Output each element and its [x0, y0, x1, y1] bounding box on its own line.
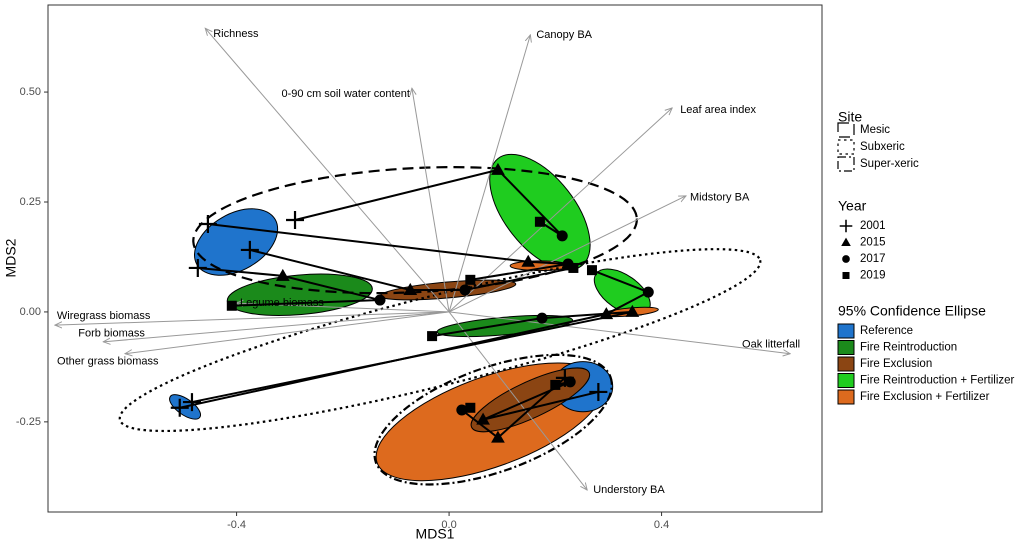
marker-circle	[459, 284, 471, 296]
marker-circle	[842, 255, 850, 263]
vector-arrow	[205, 28, 450, 313]
marker-plus	[198, 214, 217, 233]
marker-square	[550, 379, 561, 390]
legend-label: Subxeric	[860, 141, 905, 153]
vector-arrow	[448, 35, 530, 313]
y-tick-label: 0.25	[20, 196, 41, 208]
legend-label: Fire Exclusion	[860, 358, 932, 370]
legend-label: 2019	[860, 270, 886, 282]
legend-key	[837, 340, 855, 355]
vector-label: Leaf area index	[680, 104, 756, 116]
legend-key	[837, 323, 855, 339]
marker-plus	[286, 211, 305, 230]
vector-label: Wiregrass biomass	[57, 310, 151, 322]
trajectory	[207, 222, 569, 281]
marker-circle	[642, 286, 654, 298]
marker-square	[586, 265, 597, 276]
marker-plus	[240, 240, 259, 259]
marker-circle	[374, 294, 386, 306]
legend-label: Super-xeric	[860, 158, 919, 170]
legend-key	[837, 373, 855, 388]
legend-label: 2015	[860, 237, 886, 249]
vector-arrow	[55, 311, 450, 325]
vector-label: Forb biomass	[78, 328, 145, 340]
vector-label: Other grass biomass	[57, 356, 159, 368]
y-tick-label: 0.00	[20, 306, 41, 318]
marker-square	[465, 402, 476, 413]
legend-title: Site	[838, 109, 862, 125]
legend-label: Fire Reintroduction	[860, 342, 957, 354]
trajectory	[294, 168, 563, 237]
marker-square	[427, 331, 438, 342]
vector-label: Midstory BA	[690, 192, 750, 204]
marker-plus	[188, 258, 207, 277]
legend-label: Fire Reintroduction + Fertilizer	[860, 375, 1015, 387]
legend-key	[837, 156, 855, 172]
marker-plus	[182, 393, 201, 412]
legend-label: 2017	[860, 253, 886, 265]
y-axis-label: MDS2	[3, 238, 19, 277]
marker-triangle	[841, 237, 851, 246]
x-tick-label: 0.4	[654, 519, 669, 531]
y-tick-label: -0.25	[16, 416, 41, 428]
vector-label: 0-90 cm soil water content	[282, 88, 410, 100]
marker-triangle	[491, 430, 505, 443]
marker-triangle	[625, 304, 640, 317]
marker-square	[568, 262, 579, 273]
x-axis-label: MDS1	[416, 526, 455, 542]
legend-title: Year	[838, 198, 867, 214]
site-ellipse	[373, 353, 613, 486]
trajectory	[482, 380, 599, 421]
marker-triangle	[403, 282, 418, 295]
marker-triangle	[521, 254, 536, 267]
legend-title: 95% Confidence Ellipse	[838, 303, 986, 319]
vector-arrow	[125, 311, 450, 354]
x-tick-label: 0.0	[441, 519, 456, 531]
vector-arrow	[412, 88, 450, 313]
marker-square	[534, 216, 545, 227]
legend-label: 2001	[860, 220, 886, 232]
marker-plus	[839, 219, 853, 233]
marker-square	[226, 300, 237, 311]
x-tick-label: -0.4	[227, 519, 246, 531]
vector-label: Understory BA	[593, 484, 665, 496]
marker-triangle	[275, 268, 290, 281]
vector-arrow	[448, 196, 686, 313]
vector-label: Oak litterfall	[742, 339, 800, 351]
marker-circle	[556, 230, 568, 242]
vector-label: Richness	[213, 28, 259, 40]
legend-key	[837, 139, 855, 155]
legend-key	[837, 122, 855, 138]
legend-key	[837, 356, 855, 372]
marker-circle	[564, 376, 576, 388]
vector-arrow	[103, 311, 450, 342]
trajectory	[191, 310, 633, 404]
marker-plus	[589, 382, 608, 401]
marker-plus	[170, 398, 189, 417]
legend-label: Mesic	[860, 124, 890, 136]
trajectory	[197, 266, 381, 307]
y-tick-label: 0.50	[20, 86, 41, 98]
marker-circle	[536, 312, 548, 324]
marker-square	[465, 274, 476, 285]
site-ellipse	[118, 248, 762, 433]
marker-triangle	[491, 162, 505, 175]
vector-label: Canopy BA	[536, 29, 592, 41]
marker-square	[842, 271, 850, 279]
legend-key	[837, 389, 855, 405]
legend-label: Fire Exclusion + Fertilizer	[860, 391, 990, 403]
vector-arrow	[448, 311, 587, 490]
marker-triangle	[476, 412, 490, 425]
legend-label: Reference	[860, 325, 913, 337]
site-ellipse	[192, 166, 638, 295]
trajectory	[249, 248, 574, 291]
vector-arrow	[449, 311, 790, 354]
